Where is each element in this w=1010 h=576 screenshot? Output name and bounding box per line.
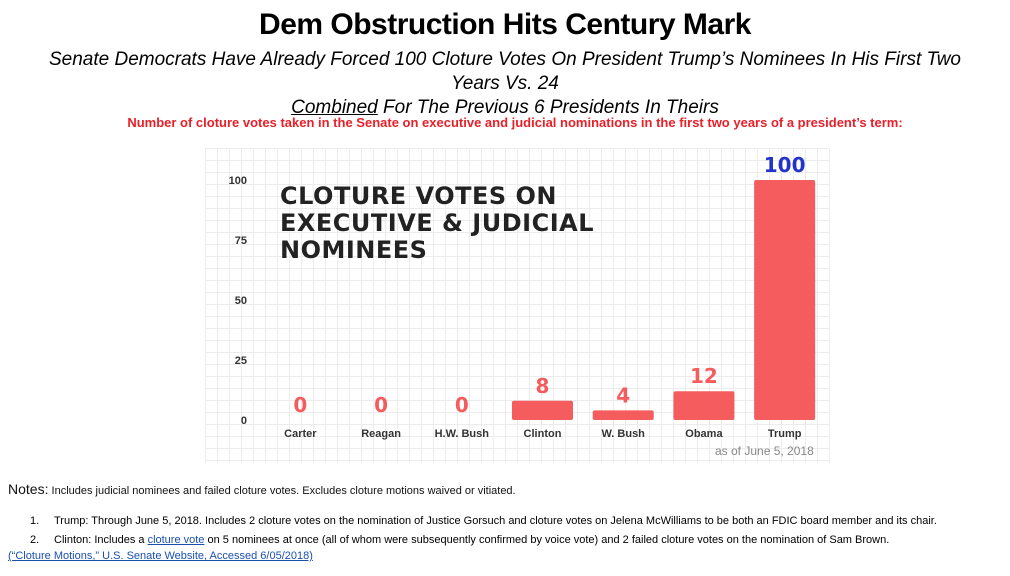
note-text: Trump: Through June 5, 2018. Includes 2 … — [54, 515, 937, 527]
bar — [592, 410, 654, 420]
notes-text: Includes judicial nominees and failed cl… — [51, 485, 516, 497]
y-tick-label: 100 — [229, 175, 247, 187]
y-tick-label: 25 — [235, 355, 247, 367]
chart-caption: Number of cloture votes taken in the Sen… — [127, 115, 903, 130]
bar — [673, 391, 735, 420]
note-number: 1. — [30, 515, 40, 527]
subtitle: Senate Democrats Have Already Forced 100… — [40, 48, 970, 120]
note-number: 2. — [30, 534, 40, 546]
x-tick-label: Clinton — [524, 428, 562, 440]
bar — [754, 180, 816, 420]
chart-grid — [205, 148, 830, 463]
x-tick-label: Obama — [685, 428, 723, 440]
y-tick-label: 75 — [235, 235, 247, 247]
x-tick-label: Trump — [768, 428, 802, 440]
data-label: 4 — [616, 383, 630, 407]
y-tick-label: 50 — [235, 295, 247, 307]
notes-label: Notes: — [8, 481, 49, 497]
subtitle-part2: For The Previous 6 Presidents In Theirs — [383, 97, 719, 118]
subtitle-underlined: Combined — [291, 97, 378, 118]
x-tick-label: Carter — [284, 428, 317, 440]
data-label: 0 — [293, 393, 307, 417]
x-tick-label: H.W. Bush — [435, 428, 490, 440]
page-title: Dem Obstruction Hits Century Mark — [259, 8, 751, 41]
notes: Notes: Includes judicial nominees and fa… — [8, 481, 516, 497]
y-tick-label: 0 — [241, 415, 247, 427]
bar — [512, 400, 573, 420]
cloture-vote-link[interactable]: cloture vote — [147, 534, 205, 546]
data-label: 12 — [690, 364, 718, 388]
chart-overlay-title: CLOTURE VOTES ON EXECUTIVE & JUDICIAL NO… — [280, 182, 594, 264]
source-link[interactable]: (“Cloture Motions,” U.S. Senate Website,… — [8, 550, 313, 562]
as-of-date: as of June 5, 2018 — [715, 444, 814, 458]
note-text-before: Clinton: Includes a — [54, 534, 145, 546]
x-tick-label: W. Bush — [602, 428, 646, 440]
x-tick-label: Reagan — [361, 428, 401, 440]
note-text-after: on 5 nominees at once (all of whom were … — [207, 534, 890, 546]
notes-list: 1. Trump: Through June 5, 2018. Includes… — [10, 515, 937, 553]
data-label: 0 — [374, 393, 388, 417]
data-label: 0 — [455, 393, 469, 417]
note-item: 1. Trump: Through June 5, 2018. Includes… — [10, 515, 937, 534]
note-item: 2. Clinton: Includes a cloture vote on 5… — [10, 534, 937, 553]
data-label: 8 — [536, 374, 550, 398]
data-label: 100 — [764, 153, 806, 177]
subtitle-part1: Senate Democrats Have Already Forced 100… — [48, 49, 961, 94]
bar-chart: 0 25 50 75 100 0 Carter 0 Reagan 0 H.W. Bush 8 Clint… — [205, 148, 830, 463]
